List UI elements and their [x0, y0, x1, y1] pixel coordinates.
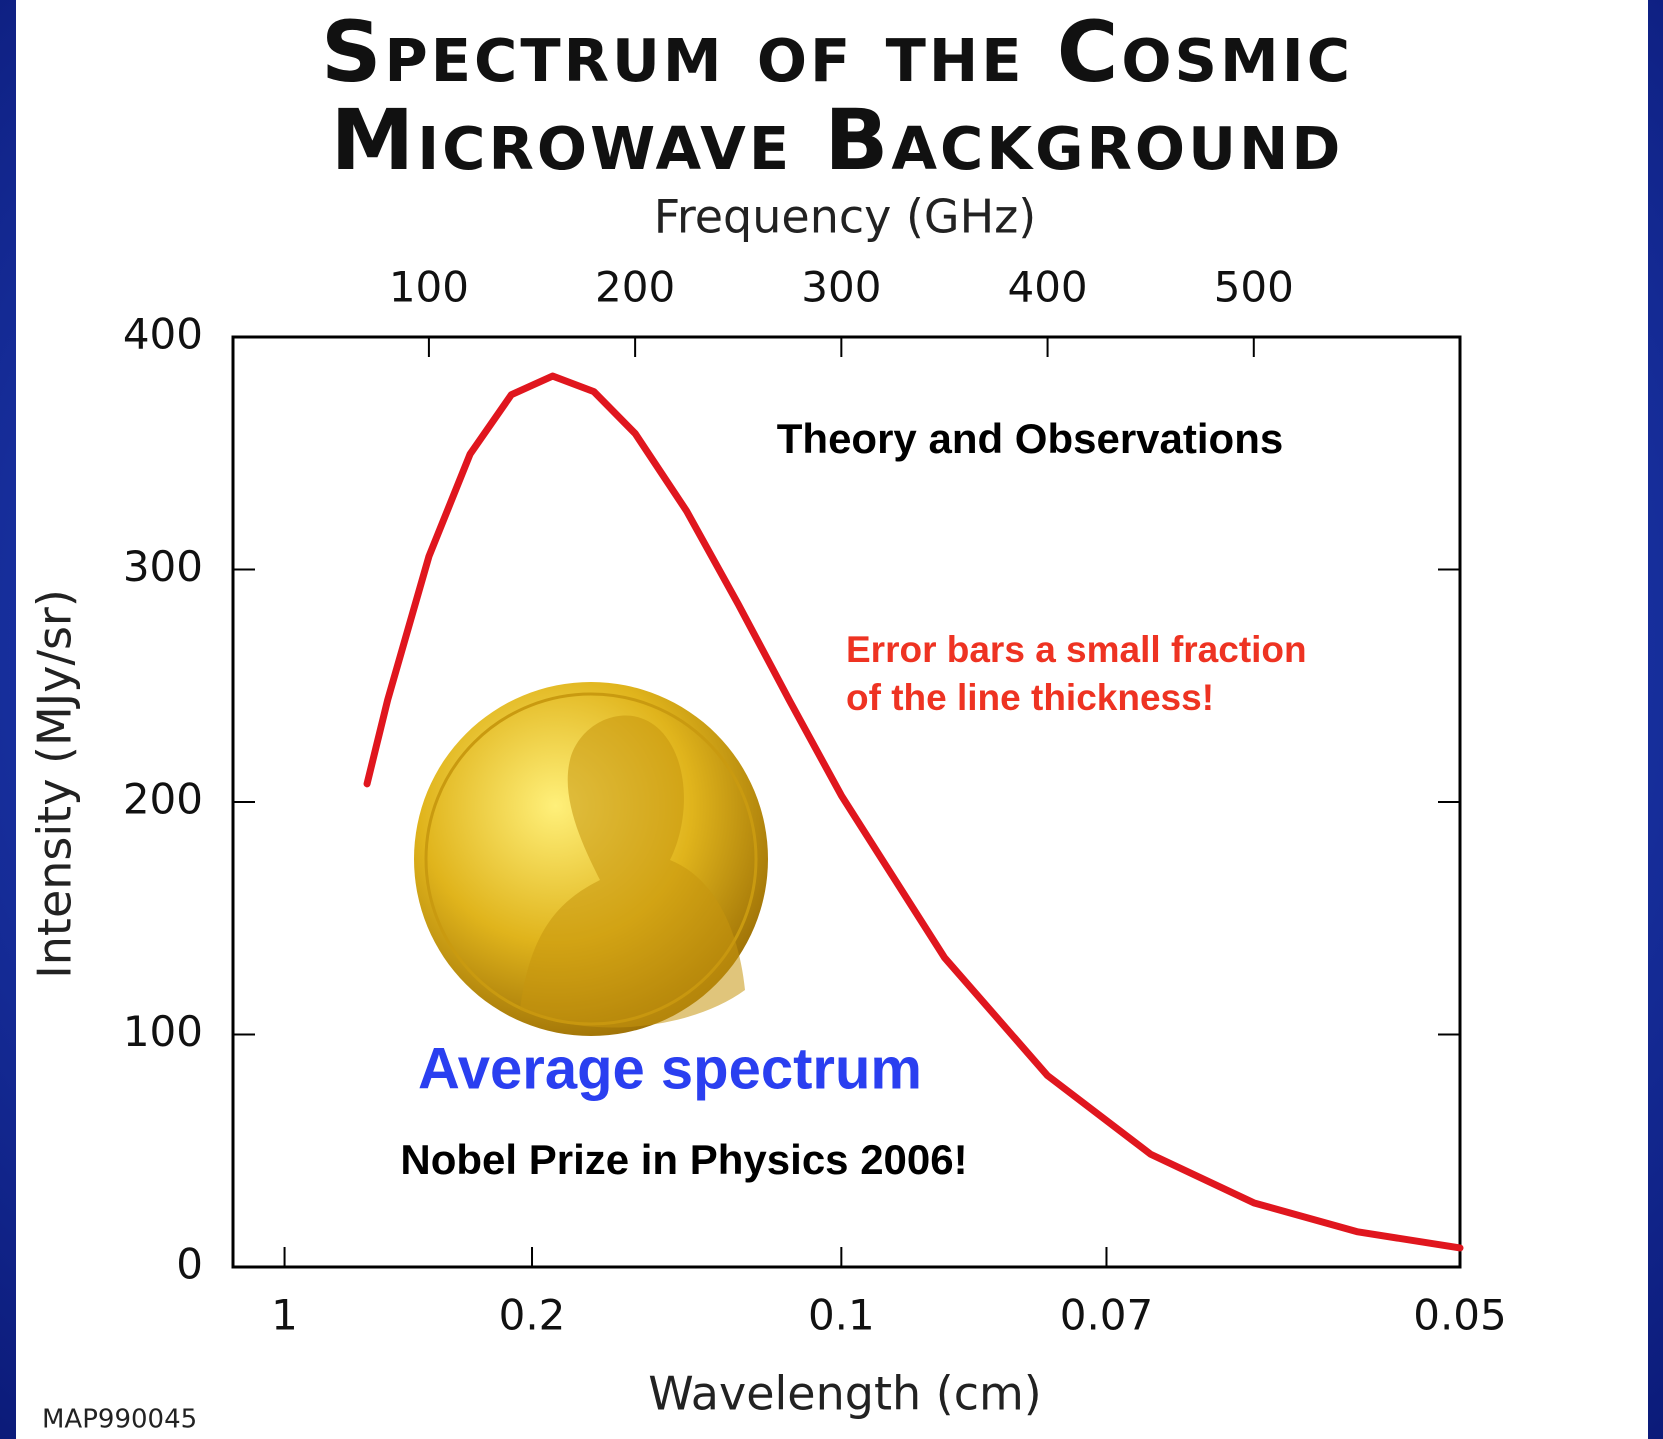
- spectrum-line: [363, 372, 1464, 1252]
- credit: MAP990045: [42, 1405, 197, 1435]
- panel: [16, 0, 1648, 1439]
- y-tick-label: 300: [123, 542, 203, 591]
- chart-title: Microwave Background: [331, 91, 1344, 189]
- x-axis-label-top: Frequency (GHz): [654, 190, 1037, 244]
- annotation: Nobel Prize in Physics 2006!: [400, 1136, 967, 1183]
- y-axis-label: Intensity (MJy/sr): [28, 589, 82, 979]
- y-tick-label: 400: [123, 310, 203, 359]
- x-tick-label-top: 100: [389, 263, 469, 312]
- chart-title: Spectrum of the Cosmic: [321, 3, 1353, 101]
- y-tick-label: 100: [123, 1007, 203, 1056]
- x-tick-label: 1: [271, 1291, 298, 1340]
- x-tick-label: 0.07: [1060, 1291, 1154, 1340]
- x-tick-label-top: 300: [801, 263, 881, 312]
- annotation: Average spectrum: [418, 1036, 922, 1101]
- x-tick-label-top: 500: [1214, 263, 1294, 312]
- medal: [414, 682, 768, 1036]
- x-tick-label: 0.1: [808, 1291, 875, 1340]
- annotation: Error bars a small fraction: [846, 629, 1307, 670]
- annotation: of the line thickness!: [846, 677, 1214, 718]
- y-tick-label: 0: [176, 1240, 203, 1289]
- annotation: Theory and Observations: [777, 415, 1283, 462]
- x-tick-label: 0.2: [499, 1291, 566, 1340]
- chart: Spectrum of the Cosmic Microwave Backgro…: [28, 3, 1462, 1435]
- x-tick-label: 0.05: [1413, 1291, 1507, 1340]
- x-tick-label-top: 400: [1007, 263, 1087, 312]
- x-tick-label-top: 200: [595, 263, 675, 312]
- x-axis-label: Wavelength (cm): [648, 1367, 1042, 1421]
- y-tick-label: 200: [123, 775, 203, 824]
